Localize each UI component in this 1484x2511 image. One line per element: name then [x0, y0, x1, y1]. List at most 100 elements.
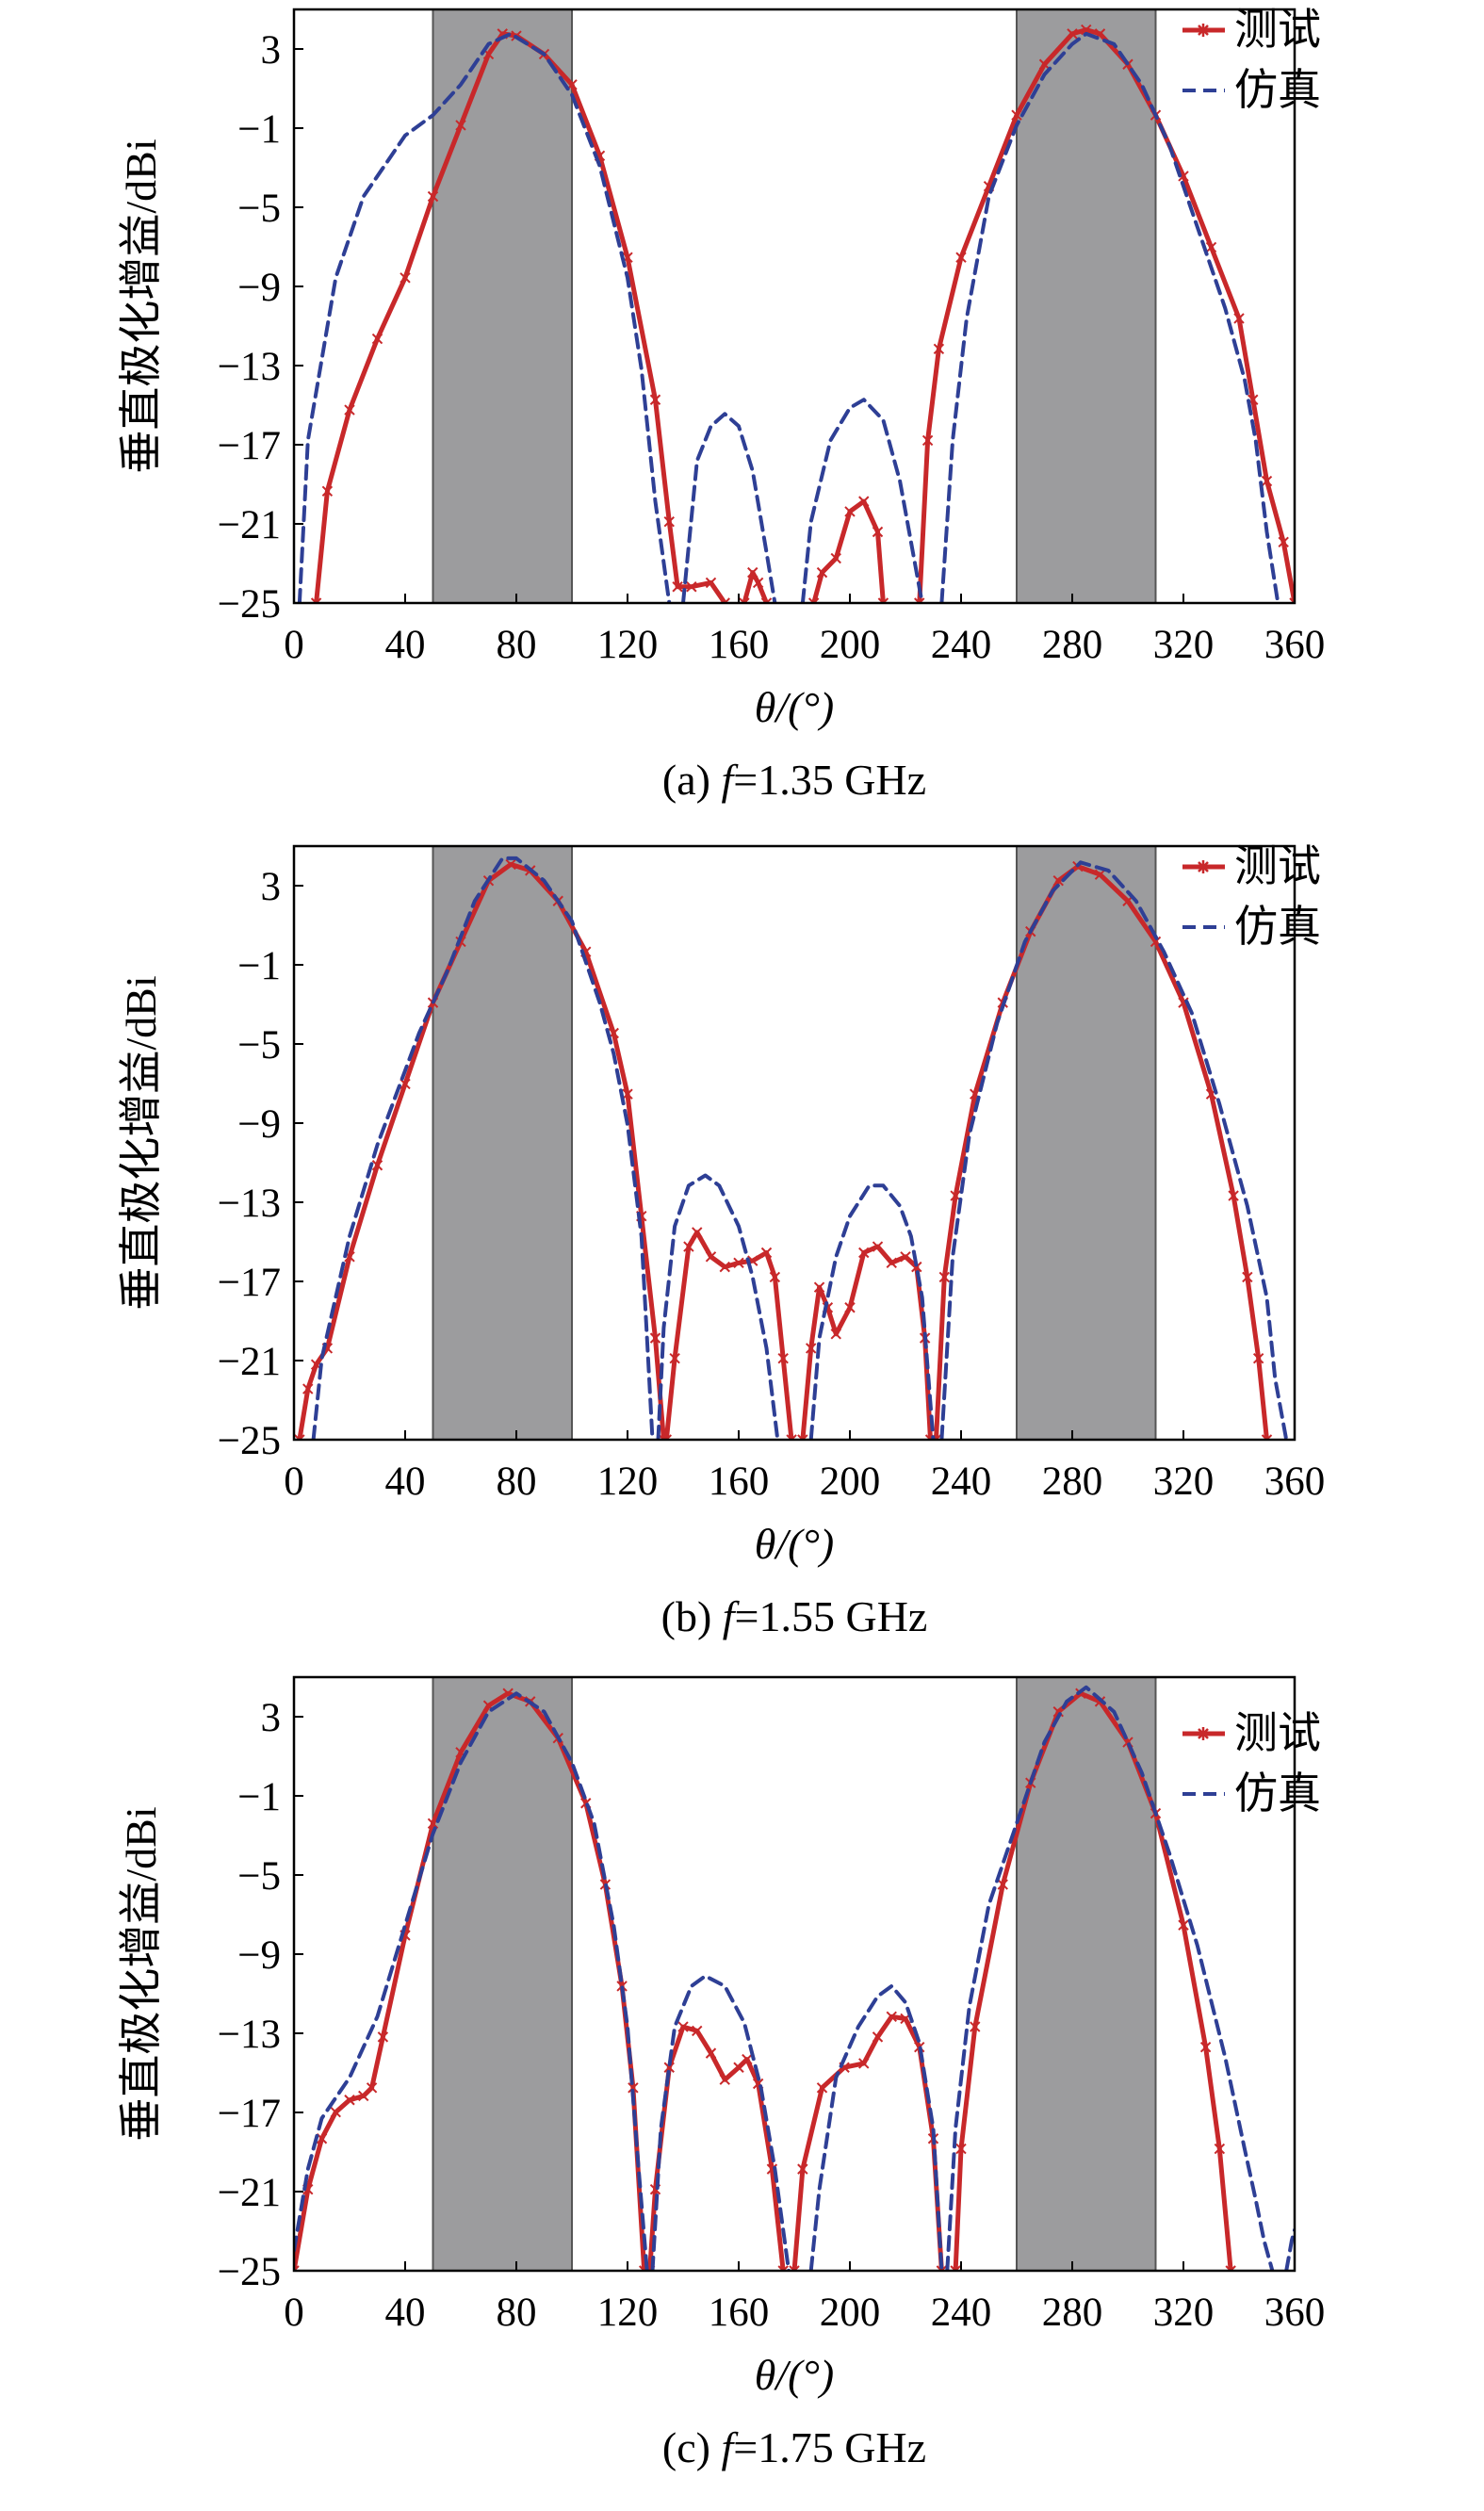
ytick-label: −9: [237, 1933, 281, 1978]
ytick-label: 3: [261, 28, 282, 73]
measured-point: [911, 1261, 922, 1273]
measured-curve: [811, 498, 886, 603]
measured-point: [1278, 536, 1289, 547]
panel-c: 3 −1 −5 −9 −13 −17 −21 −25 0 40 80 120 1…: [117, 1675, 1326, 2471]
ticks-c: 3 −1 −5 −9 −13 −17 −21 −25 0 40 80 120 1…: [218, 1696, 1326, 2335]
panel-a: 3 −1 −5 −9 −13 −17 −21 −25 0 40 80 120 1…: [117, 4, 1325, 804]
ytick-label: −21: [218, 2171, 281, 2215]
measured-point: [872, 526, 884, 538]
measured-point: [844, 1302, 856, 1313]
measured-point: [1242, 1271, 1253, 1283]
xtick-label: 0: [284, 623, 304, 667]
measured-point: [1052, 874, 1064, 887]
measured-point: [1094, 869, 1106, 880]
simulated-curve: [1284, 2227, 1295, 2271]
measured-point: [1038, 58, 1051, 70]
measured-point: [672, 581, 683, 593]
series-group: [294, 856, 1289, 1440]
measured-point: [719, 1261, 730, 1273]
caption-a: (a) f=1.35 GHz: [662, 756, 926, 804]
simulated-curve: [311, 856, 655, 1440]
measured-point: [733, 1257, 744, 1268]
ytick-label: −5: [237, 187, 281, 231]
measured-point: [797, 2163, 808, 2175]
simulated-curve: [808, 1983, 944, 2271]
measured-point: [669, 1352, 680, 1364]
measured-point: [663, 2062, 675, 2073]
measured-point: [997, 1879, 1008, 1890]
y-axis-label-c: 垂直极化增益/dBi: [117, 1806, 165, 2141]
measured-point: [752, 577, 764, 589]
panel-b: 3 −1 −5 −9 −13 −17 −21 −25 0 40 80 120 1…: [117, 840, 1325, 1640]
ytick-label: −25: [218, 582, 281, 627]
measured-point: [1011, 109, 1022, 121]
ytick-label: −17: [218, 1261, 281, 1305]
measured-point: [955, 2143, 967, 2155]
measured-point: [877, 597, 889, 603]
measured-point: [371, 333, 383, 345]
measured-point: [705, 577, 717, 589]
caption-value: =1.55 GHz: [735, 1592, 928, 1640]
xtick-label: 280: [1042, 1459, 1103, 1504]
measured-point: [1233, 313, 1245, 324]
measured-point: [427, 190, 439, 203]
measured-point: [294, 2265, 300, 2271]
measured-curve: [800, 1244, 933, 1440]
measured-point: [358, 2090, 369, 2102]
caption-b: (b) f=1.55 GHz: [661, 1592, 928, 1640]
measured-point: [455, 120, 466, 131]
measured-point: [677, 2021, 689, 2032]
shaded-band: [1016, 8, 1157, 604]
ytick-label: 3: [261, 865, 282, 909]
measured-point: [933, 343, 945, 355]
measured-point: [938, 1271, 951, 1283]
measured-point: [872, 1241, 884, 1252]
ytick-label: −9: [237, 1102, 281, 1147]
measured-point: [858, 1247, 870, 1259]
measured-point: [377, 2031, 389, 2043]
legend-a: 测试 仿真: [1182, 4, 1321, 115]
measured-point: [321, 485, 334, 497]
measured-point: [1289, 597, 1295, 603]
xtick-label: 80: [497, 1459, 537, 1504]
measured-point: [1178, 1919, 1189, 1931]
xtick-label: 160: [709, 623, 770, 667]
xtick-label: 80: [497, 623, 537, 667]
x-axis-label-a: θ/(°): [755, 683, 834, 731]
measured-point: [747, 566, 758, 579]
measured-curve: [647, 2024, 786, 2271]
measured-point: [950, 2265, 961, 2271]
axes-frame-b: [292, 844, 1296, 1442]
ytick-label: −9: [237, 266, 281, 310]
measured-point: [797, 1434, 808, 1440]
ytick-label: −13: [218, 345, 281, 389]
measured-point: [371, 1160, 383, 1171]
caption-c: (c) f=1.75 GHz: [662, 2423, 926, 2471]
measured-point: [742, 2053, 753, 2065]
simulated-curve: [656, 1173, 780, 1440]
xtick-label: 200: [820, 1459, 881, 1504]
y-axis-label-a: 垂直极化增益/dBi: [117, 139, 165, 473]
legend-marker-icon: [1197, 1727, 1210, 1740]
measured-point: [805, 1343, 817, 1354]
measured-point: [955, 252, 967, 263]
xtick-label: 40: [385, 623, 426, 667]
measured-point: [739, 597, 750, 603]
xtick-label: 40: [385, 1459, 426, 1504]
measured-point: [1205, 241, 1217, 253]
measured-point: [705, 2047, 717, 2059]
measured-point: [366, 2082, 378, 2094]
plot-area-c: [294, 1676, 1295, 2272]
measured-point: [950, 1190, 961, 1201]
ticks-a: 3 −1 −5 −9 −13 −17 −21 −25 0 40 80 120 1…: [218, 28, 1326, 667]
ytick-label: −5: [237, 1023, 281, 1068]
measured-point: [872, 2031, 884, 2043]
ytick-label: −13: [218, 2013, 281, 2057]
measured-point: [686, 581, 697, 593]
caption-prefix: (c): [662, 2423, 722, 2471]
simulated-curve: [297, 31, 672, 603]
axes-frame-c: [292, 1675, 1296, 2273]
measured-point: [813, 1281, 825, 1293]
x-axis-label-c: θ/(°): [755, 2351, 834, 2399]
measured-point: [719, 2074, 730, 2085]
